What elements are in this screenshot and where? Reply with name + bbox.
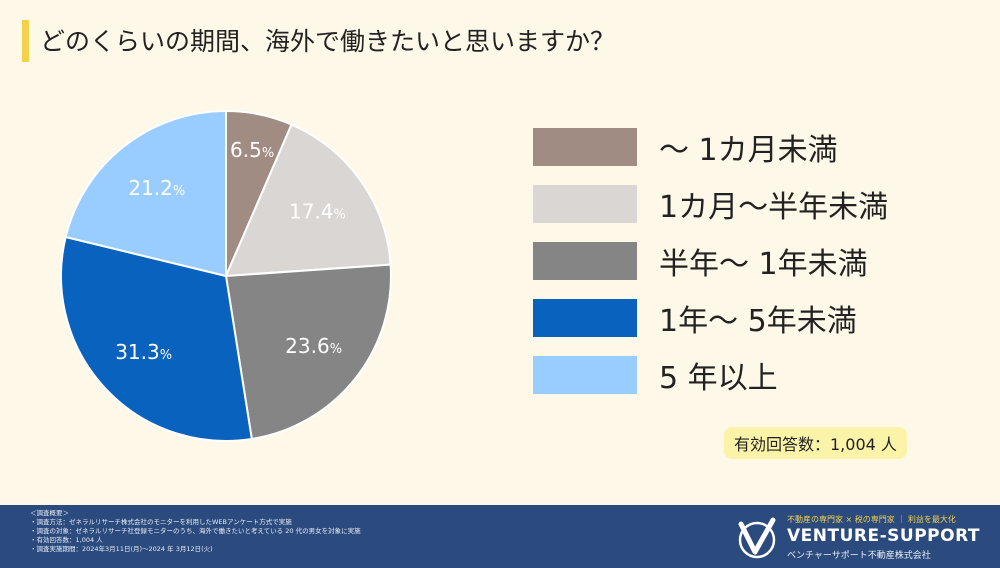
title-accent-bar (22, 20, 29, 62)
legend-label: 5 年以上 (659, 361, 778, 396)
survey-line: ・調査の対象：ゼネラルリサーチ社登録モニターのうち、海外で働きたいと考えている … (30, 527, 361, 535)
v-check-logo-icon (738, 517, 776, 559)
legend-swatch (533, 128, 637, 166)
legend-label: 1年～ 5年未満 (659, 304, 857, 339)
chart-title: どのくらいの期間、海外で働きたいと思いますか？ (40, 27, 616, 56)
pie-chart: 6.5% 17.4% 23.6% 31.3% 21.2% (60, 109, 392, 442)
legend-item: ～ 1カ月未満 (533, 128, 888, 168)
legend-label: ～ 1カ月未満 (659, 133, 838, 168)
pie-slice (224, 123, 392, 278)
pie-slice (60, 235, 253, 442)
brand-company: ベンチャーサポート不動産株式会社 (787, 551, 931, 561)
brand: 不動産の専門家 × 税の専門家 ｜ 利益を最大化 VENTURE-SUPPORT… (735, 512, 985, 562)
slice-label: 6.5% (230, 138, 274, 162)
legend-item: 5 年以上 (533, 356, 888, 396)
legend-label: 半年～ 1年未満 (659, 247, 868, 282)
survey-line: ・有効回答数：1,004 人 (30, 536, 103, 544)
legend-label: 1カ月～半年未満 (659, 190, 889, 225)
legend-item: 半年～ 1年未満 (533, 242, 888, 282)
footer: ＜調査概要＞ ・調査方法：ゼネラルリサーチ株式会社のモニターを利用したWEBアン… (0, 505, 1000, 568)
slice-label: 31.3% (115, 340, 172, 364)
legend-swatch (533, 242, 637, 280)
survey-line: ・調査実施期間：2024年3月11日(月)～2024 年 3月12日(火) (30, 545, 213, 553)
brand-tagline: 不動産の専門家 × 税の専門家 ｜ 利益を最大化 (787, 515, 956, 524)
legend-swatch (533, 299, 637, 337)
respondent-count-badge: 有効回答数：1,004 人 (724, 427, 907, 459)
legend-swatch (533, 185, 637, 223)
slice-label: 23.6% (285, 334, 342, 358)
survey-heading: ＜調査概要＞ (30, 509, 69, 517)
survey-line: ・調査方法：ゼネラルリサーチ株式会社のモニターを利用したWEBアンケート方式で実… (30, 518, 292, 526)
slice-label: 21.2% (128, 176, 185, 200)
legend: ～ 1カ月未満 1カ月～半年未満 半年～ 1年未満 1年～ 5年未満 5 年以上 (533, 128, 888, 413)
survey-summary: ＜調査概要＞ ・調査方法：ゼネラルリサーチ株式会社のモニターを利用したWEBアン… (30, 509, 361, 554)
legend-swatch (533, 356, 637, 394)
pie-slice (64, 109, 227, 278)
brand-name: VENTURE-SUPPORT (787, 526, 980, 546)
legend-item: 1年～ 5年未満 (533, 299, 888, 339)
pie-slice (224, 263, 392, 441)
slice-label: 17.4% (289, 199, 346, 223)
legend-item: 1カ月～半年未満 (533, 185, 889, 225)
